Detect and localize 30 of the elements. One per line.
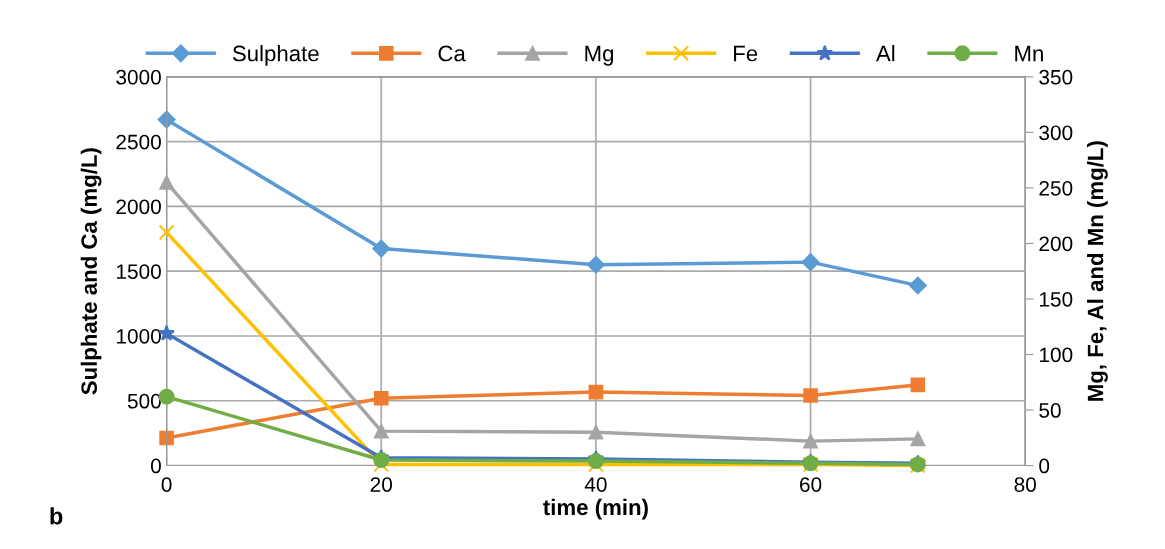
legend-label: Sulphate [232,45,319,66]
legend-label: Fe [734,45,758,62]
legend-label: Mg [585,45,614,66]
legend-label: Ca [438,45,466,62]
x-tick-label: 80 [1014,477,1036,492]
x-tick-label: 20 [370,477,393,492]
x-tick-label: 0 [161,477,172,492]
y-tick-label: 2000 [116,199,161,215]
y-tick-label: 0 [150,458,161,474]
y-tick-label: 1500 [116,264,161,279]
y-tick-label: 2500 [116,134,161,150]
y-tick-label: 1000 [116,328,161,344]
y2-tick-label: 350 [1039,69,1073,85]
y2-tick-label: 200 [1039,236,1073,252]
x-tick-label: 40 [584,477,607,492]
x-tick-label: 60 [800,477,822,492]
text: b [50,507,63,525]
y2-tick-label: 250 [1039,180,1073,196]
y2-tick-label: 50 [1039,403,1061,418]
y2-axis-title: Mg, Fe, Al and Mn (mg/L) [1087,141,1108,401]
y2-tick-label: 150 [1039,291,1073,307]
y-tick-label: 500 [127,393,161,409]
y-tick-label: 3000 [116,69,161,85]
legend-label: Al [875,45,895,62]
y2-tick-label: 100 [1039,347,1073,363]
x-axis-title: time (min) [543,498,648,520]
y2-tick-label: 0 [1039,458,1050,474]
y-axis-title: Sulphate and Ca (mg/L) [80,148,102,395]
y2-tick-label: 300 [1039,125,1073,141]
legend-label: Mn [1015,45,1043,62]
